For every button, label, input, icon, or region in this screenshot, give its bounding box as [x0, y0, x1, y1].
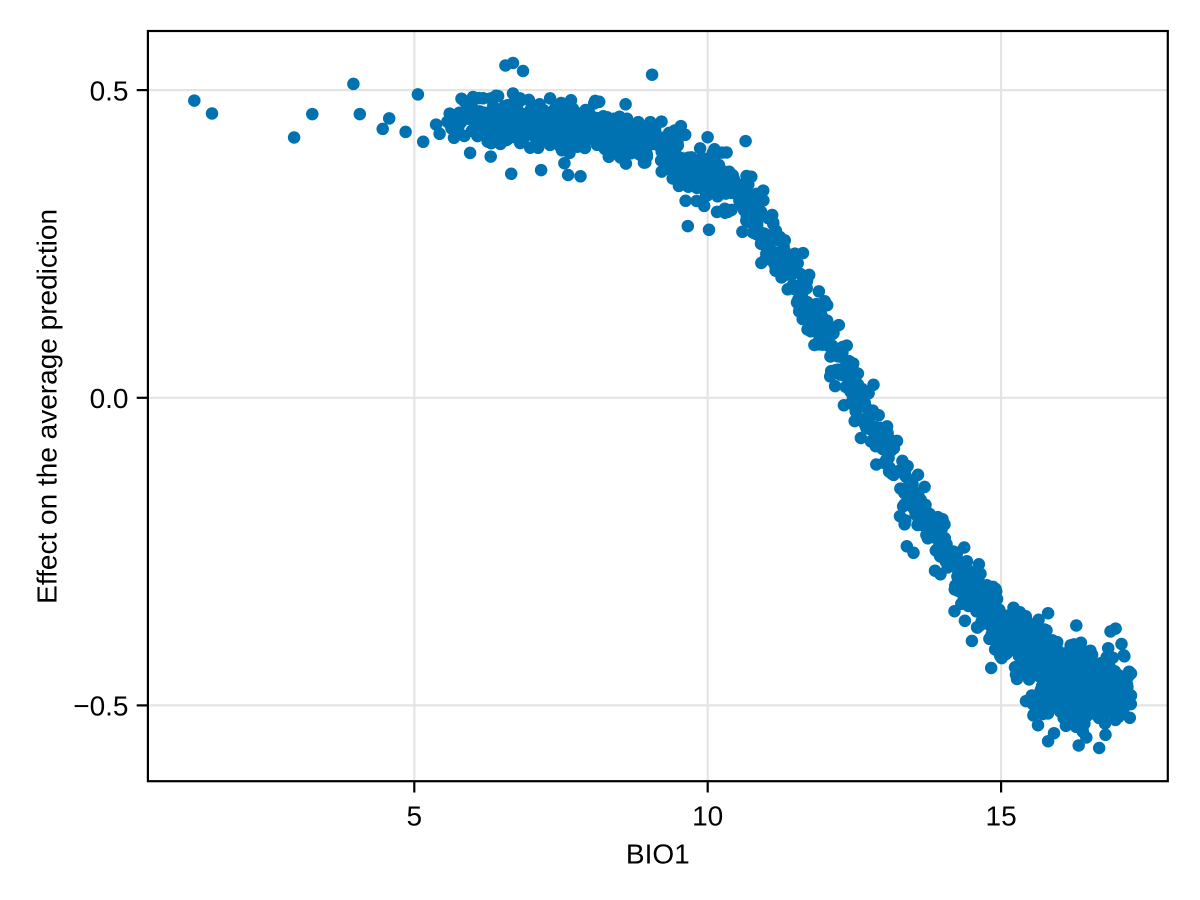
svg-text:0.0: 0.0: [90, 383, 129, 414]
svg-text:0.5: 0.5: [90, 75, 129, 106]
svg-text:10: 10: [692, 801, 723, 832]
svg-text:5: 5: [407, 801, 423, 832]
svg-text:BIO1: BIO1: [626, 838, 690, 869]
svg-text:15: 15: [986, 801, 1017, 832]
svg-text:Effect on the average predicti: Effect on the average prediction: [32, 209, 63, 604]
svg-text:−0.5: −0.5: [73, 691, 128, 722]
